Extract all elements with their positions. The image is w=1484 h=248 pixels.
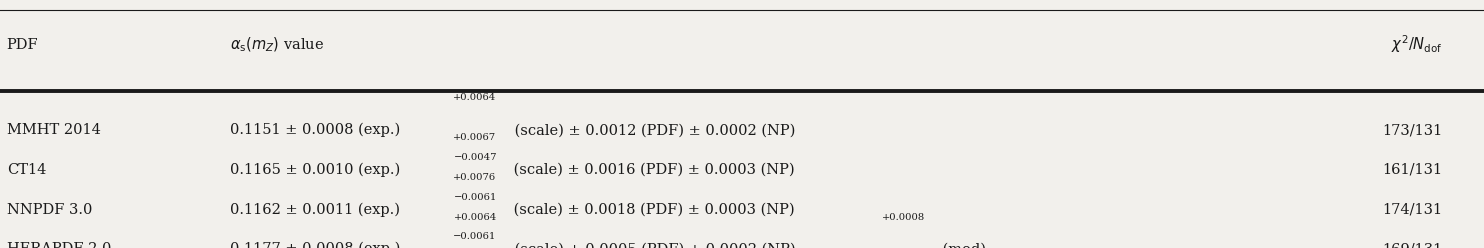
Text: −0.0061: −0.0061 bbox=[453, 232, 497, 241]
Text: −0.0061: −0.0061 bbox=[454, 193, 497, 202]
Text: (scale) ± 0.0012 (PDF) ± 0.0002 (NP): (scale) ± 0.0012 (PDF) ± 0.0002 (NP) bbox=[509, 123, 795, 137]
Text: 0.1177 ± 0.0008 (exp.): 0.1177 ± 0.0008 (exp.) bbox=[230, 242, 404, 248]
Text: (scale) ± 0.0018 (PDF) ± 0.0003 (NP): (scale) ± 0.0018 (PDF) ± 0.0003 (NP) bbox=[509, 203, 794, 217]
Text: (mod): (mod) bbox=[938, 242, 985, 248]
Text: CT14: CT14 bbox=[7, 163, 46, 177]
Text: +0.0064: +0.0064 bbox=[454, 213, 497, 221]
Text: 0.1162 ± 0.0011 (exp.): 0.1162 ± 0.0011 (exp.) bbox=[230, 202, 402, 217]
Text: $\chi^2/N_{\rm dof}$: $\chi^2/N_{\rm dof}$ bbox=[1391, 34, 1442, 56]
Text: $\alpha_{\rm s}(m_Z)$ value: $\alpha_{\rm s}(m_Z)$ value bbox=[230, 35, 324, 54]
Text: 161/131: 161/131 bbox=[1382, 163, 1442, 177]
Text: (scale) ± 0.0016 (PDF) ± 0.0003 (NP): (scale) ± 0.0016 (PDF) ± 0.0003 (NP) bbox=[509, 163, 795, 177]
Text: +0.0076: +0.0076 bbox=[453, 173, 496, 182]
Text: +0.0067: +0.0067 bbox=[454, 133, 497, 142]
Text: 174/131: 174/131 bbox=[1382, 203, 1442, 217]
Text: MMHT 2014: MMHT 2014 bbox=[7, 123, 101, 137]
Text: HERAPDF 2.0: HERAPDF 2.0 bbox=[7, 242, 111, 248]
Text: NNPDF 3.0: NNPDF 3.0 bbox=[7, 203, 92, 217]
Text: PDF: PDF bbox=[7, 38, 39, 52]
Text: −0.0047: −0.0047 bbox=[454, 153, 497, 162]
Text: 173/131: 173/131 bbox=[1382, 123, 1442, 137]
Text: 169/131: 169/131 bbox=[1382, 242, 1442, 248]
Text: +0.0008: +0.0008 bbox=[881, 213, 925, 221]
Text: 0.1151 ± 0.0008 (exp.): 0.1151 ± 0.0008 (exp.) bbox=[230, 123, 404, 137]
Text: (scale) ± 0.0005 (PDF) ± 0.0002 (NP): (scale) ± 0.0005 (PDF) ± 0.0002 (NP) bbox=[509, 242, 798, 248]
Text: +0.0064: +0.0064 bbox=[454, 93, 497, 102]
Text: 0.1165 ± 0.0010 (exp.): 0.1165 ± 0.0010 (exp.) bbox=[230, 163, 404, 177]
